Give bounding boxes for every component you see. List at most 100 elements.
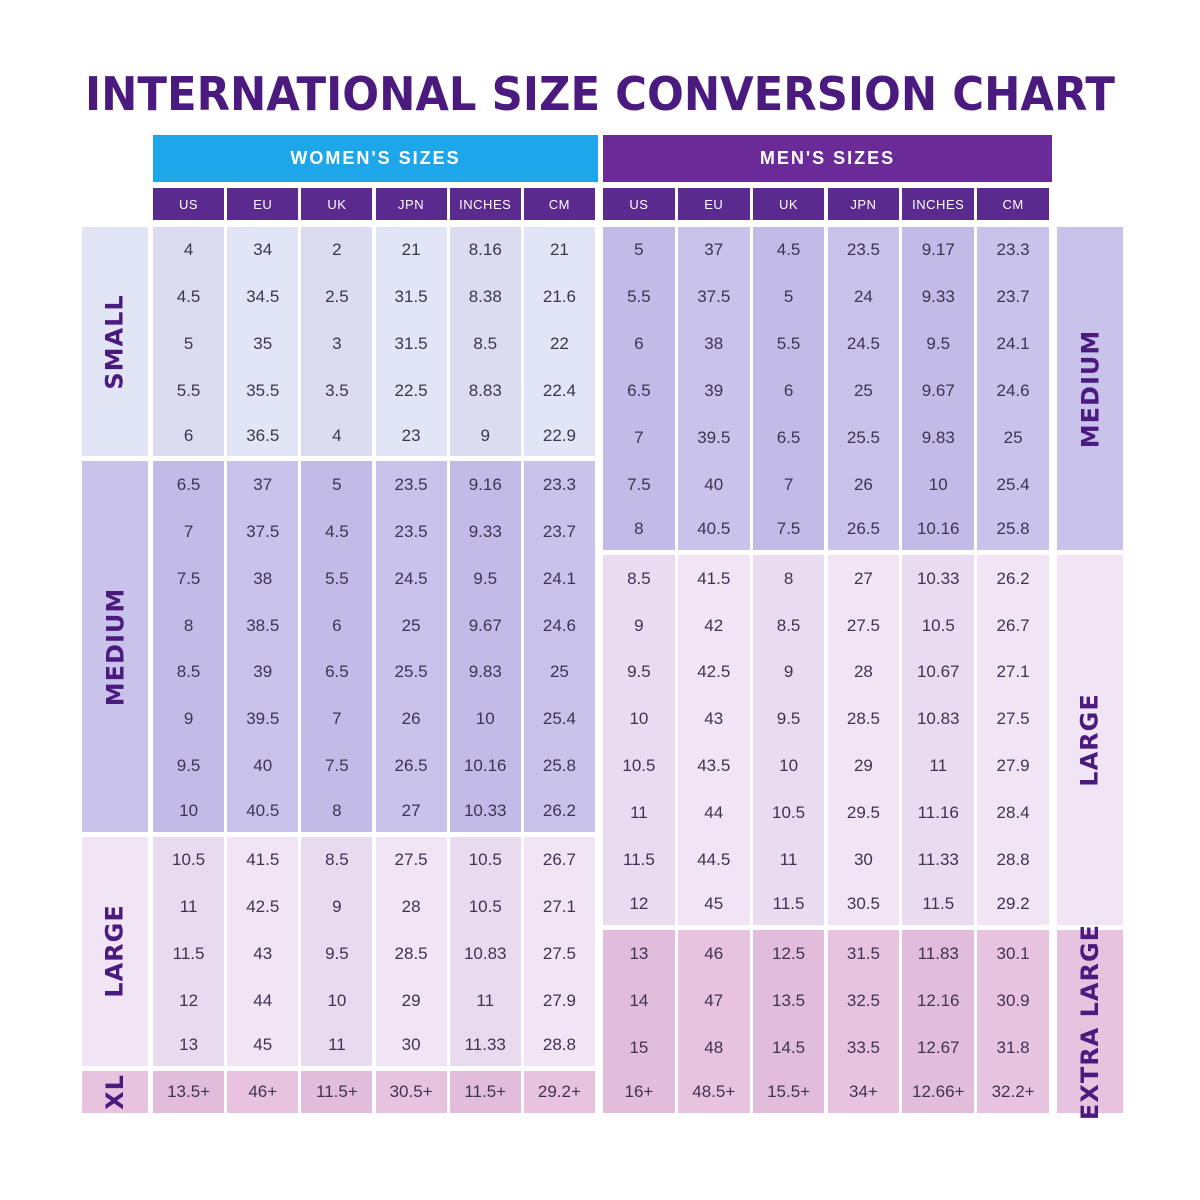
group-label-text: EXTRA LARGE bbox=[1076, 923, 1104, 1120]
size-cell: 5.5 bbox=[301, 555, 373, 603]
size-cell: 11.16 bbox=[902, 789, 975, 837]
size-cell: 25.4 bbox=[977, 461, 1049, 509]
group-label-text: MEDIUM bbox=[1076, 329, 1104, 448]
size-cell: 37 bbox=[227, 461, 299, 509]
size-cell: 10.5 bbox=[449, 836, 521, 884]
size-cell: 43 bbox=[227, 930, 299, 978]
size-cell: 28.5 bbox=[827, 695, 900, 743]
size-cell: 9 bbox=[603, 602, 675, 650]
size-cell: 27 bbox=[375, 789, 447, 832]
size-cell: 11.83 bbox=[902, 930, 975, 978]
size-cell: 9.83 bbox=[902, 414, 975, 462]
size-cell: 34 bbox=[227, 227, 299, 274]
size-cell: 9.33 bbox=[902, 273, 975, 321]
size-cell: 11 bbox=[153, 883, 225, 931]
size-cell: 25 bbox=[375, 602, 447, 650]
size-cell: 36.5 bbox=[227, 414, 299, 457]
size-cell: 15.5+ bbox=[752, 1071, 825, 1113]
size-cell: 25 bbox=[523, 649, 595, 696]
size-cell: 6.5 bbox=[752, 414, 825, 462]
size-cell: 26.7 bbox=[523, 836, 595, 884]
size-cell: 27 bbox=[827, 555, 900, 603]
column-header: INCHES bbox=[902, 188, 975, 220]
size-cell: 15 bbox=[603, 1024, 675, 1072]
size-cell: 30 bbox=[827, 836, 900, 884]
size-cell: 45 bbox=[227, 1024, 299, 1067]
column-header: US bbox=[603, 188, 675, 220]
size-cell: 14 bbox=[603, 977, 675, 1025]
size-cell: 10.33 bbox=[449, 789, 521, 832]
size-cell: 8.5 bbox=[153, 649, 225, 696]
size-cell: 10 bbox=[301, 977, 373, 1025]
size-cell: 10 bbox=[153, 789, 225, 832]
group-label-text: SMALL bbox=[101, 294, 130, 390]
size-cell: 14.5 bbox=[752, 1024, 825, 1072]
size-cell: 10 bbox=[603, 695, 675, 743]
size-cell: 10 bbox=[449, 695, 521, 743]
size-cell: 29.2+ bbox=[523, 1071, 595, 1113]
size-cell: 9 bbox=[301, 883, 373, 931]
size-cell: 27.5 bbox=[827, 602, 900, 650]
size-cell: 24.6 bbox=[523, 602, 595, 650]
group-label-text: LARGE bbox=[101, 904, 130, 999]
size-cell: 28.8 bbox=[977, 836, 1049, 884]
size-cell: 48.5+ bbox=[677, 1071, 750, 1113]
group-label-text: XL bbox=[100, 1074, 129, 1110]
column-header: JPN bbox=[827, 188, 900, 220]
size-cell: 10.16 bbox=[902, 508, 975, 551]
group-label: XL bbox=[82, 1071, 148, 1113]
size-cell: 9 bbox=[153, 695, 225, 743]
size-cell: 47 bbox=[677, 977, 750, 1025]
size-cell: 24 bbox=[827, 273, 900, 321]
size-cell: 43 bbox=[677, 695, 750, 743]
size-cell: 30.1 bbox=[977, 930, 1049, 978]
size-cell: 9.67 bbox=[902, 367, 975, 415]
column-header: UK bbox=[752, 188, 825, 220]
size-cell: 26.5 bbox=[827, 508, 900, 551]
size-cell: 21.6 bbox=[523, 273, 595, 321]
size-cell: 40 bbox=[677, 461, 750, 509]
size-cell: 32.2+ bbox=[977, 1071, 1049, 1113]
group-label-text: LARGE bbox=[1076, 693, 1105, 788]
size-cell: 23.3 bbox=[523, 461, 595, 509]
group-label: LARGE bbox=[1057, 555, 1123, 926]
size-cell: 7.5 bbox=[301, 742, 373, 790]
size-cell: 5 bbox=[301, 461, 373, 509]
size-cell: 7.5 bbox=[603, 461, 675, 509]
size-cell: 11.33 bbox=[902, 836, 975, 884]
size-cell: 6 bbox=[301, 602, 373, 650]
size-cell: 4 bbox=[301, 414, 373, 457]
size-cell: 23 bbox=[375, 414, 447, 457]
size-cell: 2 bbox=[301, 227, 373, 274]
size-cell: 23.7 bbox=[977, 273, 1049, 321]
column-header: EU bbox=[227, 188, 299, 220]
size-cell: 42 bbox=[677, 602, 750, 650]
size-cell: 28.8 bbox=[523, 1024, 595, 1067]
size-cell: 41.5 bbox=[227, 836, 299, 884]
size-cell: 10 bbox=[902, 461, 975, 509]
size-cell: 29 bbox=[827, 742, 900, 790]
size-cell: 30 bbox=[375, 1024, 447, 1067]
size-cell: 31.5 bbox=[375, 273, 447, 321]
size-cell: 21 bbox=[523, 227, 595, 274]
group-label: LARGE bbox=[82, 836, 148, 1067]
size-cell: 8 bbox=[153, 602, 225, 650]
size-cell: 7 bbox=[301, 695, 373, 743]
size-cell: 25 bbox=[827, 367, 900, 415]
size-cell: 24.6 bbox=[977, 367, 1049, 415]
size-cell: 10.83 bbox=[902, 695, 975, 743]
size-cell: 10.5 bbox=[449, 883, 521, 931]
size-cell: 27.5 bbox=[523, 930, 595, 978]
size-cell: 31.5 bbox=[827, 930, 900, 978]
size-cell: 8 bbox=[752, 555, 825, 603]
size-cell: 6 bbox=[153, 414, 225, 457]
size-cell: 8.83 bbox=[449, 367, 521, 415]
size-cell: 12 bbox=[603, 883, 675, 926]
size-cell: 8.16 bbox=[449, 227, 521, 274]
column-header: US bbox=[153, 188, 225, 220]
size-cell: 9 bbox=[449, 414, 521, 457]
size-cell: 10.83 bbox=[449, 930, 521, 978]
size-cell: 9.5 bbox=[752, 695, 825, 743]
size-cell: 26 bbox=[375, 695, 447, 743]
size-cell: 26.2 bbox=[523, 789, 595, 832]
